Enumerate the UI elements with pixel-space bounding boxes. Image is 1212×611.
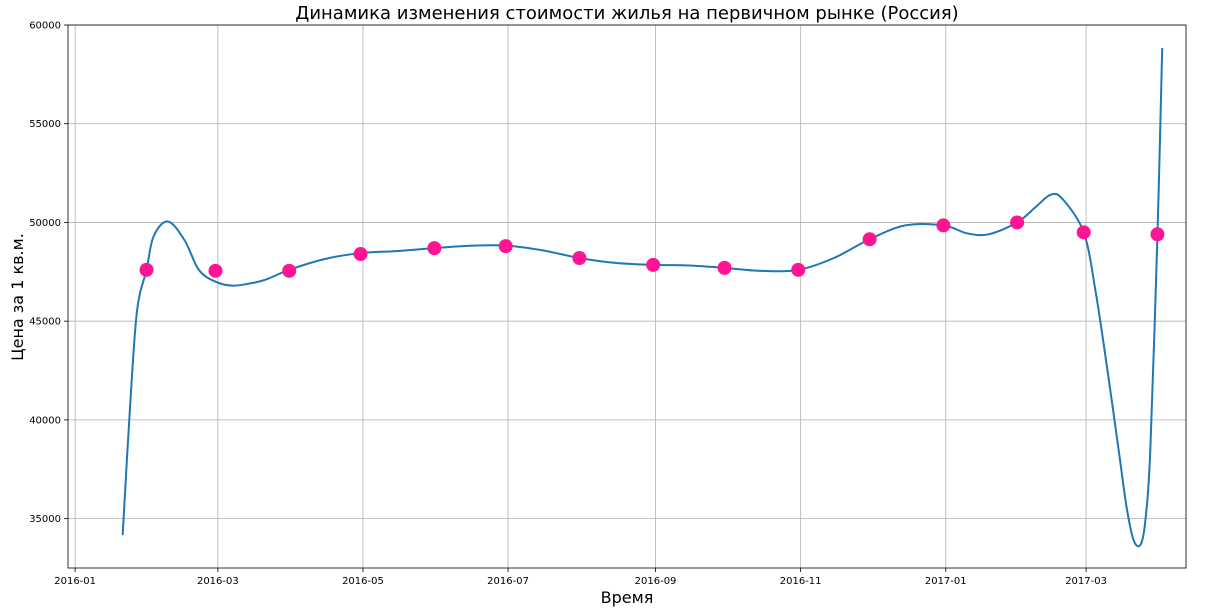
data-point-marker: [572, 250, 587, 265]
y-tick-label: 40000: [29, 415, 61, 426]
data-point-marker: [1150, 227, 1165, 242]
x-tick-label: 2017-01: [925, 576, 967, 587]
chart-title: Динамика изменения стоимости жилья на пе…: [295, 3, 958, 24]
data-point-marker: [282, 263, 297, 278]
data-point-marker: [646, 257, 661, 272]
y-tick-label: 50000: [29, 218, 61, 229]
y-tick-label: 45000: [29, 317, 61, 328]
data-point-marker: [208, 263, 223, 278]
x-tick-label: 2016-09: [635, 576, 677, 587]
axes-frame: [64, 24, 1187, 572]
data-point-marker: [791, 262, 806, 277]
data-point-marker: [139, 262, 154, 277]
data-point-marker: [717, 260, 732, 275]
x-tick-label: 2017-03: [1065, 576, 1107, 587]
y-axis-label: Цена за 1 кв.м.: [8, 233, 27, 361]
data-point-marker: [427, 241, 442, 256]
data-point-marker: [1010, 215, 1025, 230]
x-tick-label: 2016-05: [342, 576, 384, 587]
x-axis-label: Время: [601, 588, 654, 607]
data-point-marker: [353, 247, 368, 262]
data-point-marker: [498, 239, 513, 254]
data-markers: [139, 215, 1165, 278]
data-point-marker: [862, 232, 877, 247]
x-tick-label: 2016-11: [780, 576, 822, 587]
data-point-marker: [936, 218, 951, 233]
tick-labels: 2016-01 2016-03 2016-05 2016-07 2016-09 2016-…: [29, 21, 1107, 588]
y-tick-label: 55000: [29, 119, 61, 130]
plot-area: [68, 25, 1186, 568]
axes-border: [67, 24, 1187, 569]
y-tick-label: 60000: [29, 21, 61, 32]
x-tick-label: 2016-01: [54, 576, 96, 587]
data-point-marker: [1076, 225, 1091, 240]
x-tick-label: 2016-07: [487, 576, 529, 587]
y-tick-label: 35000: [29, 514, 61, 525]
x-tick-label: 2016-03: [197, 576, 239, 587]
